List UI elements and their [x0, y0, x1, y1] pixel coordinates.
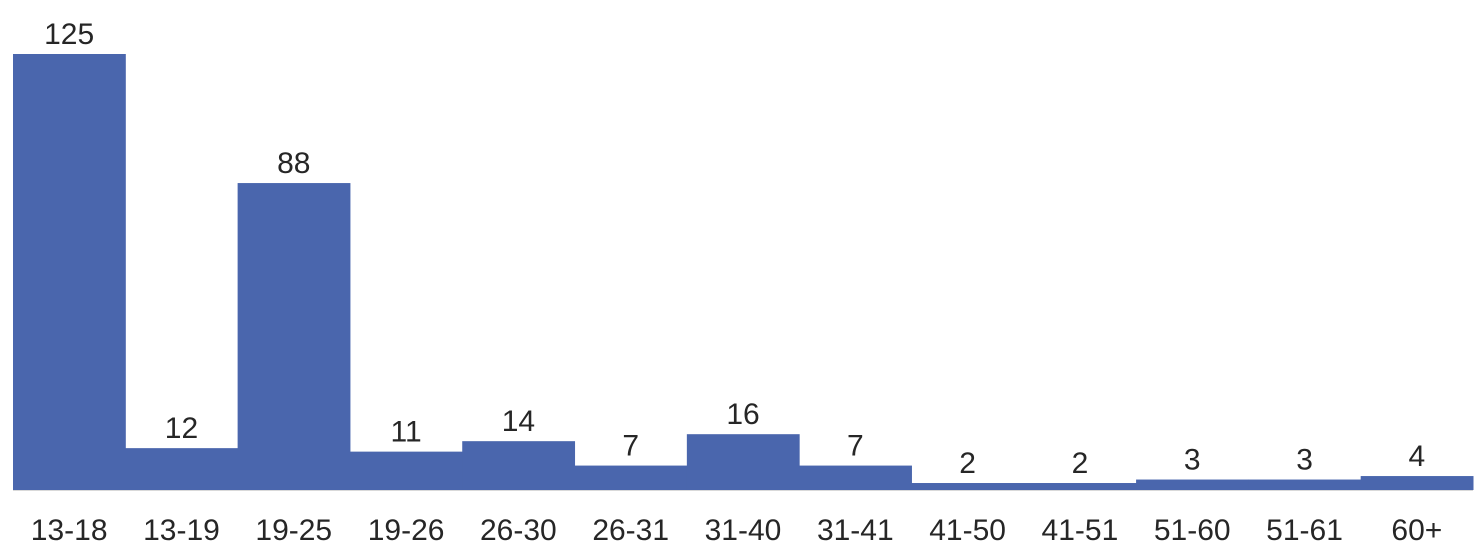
data-label-60+: 4: [1409, 440, 1426, 473]
bar-41-51: [1023, 483, 1137, 490]
data-label-19-26: 11: [391, 416, 422, 449]
x-tick-labels-group: 13-18 13-19 19-25 19-26 26-30 26-31 31-40 31-41…: [31, 514, 1443, 547]
bar-31-41: [799, 465, 912, 490]
bar-19-25: [237, 183, 351, 490]
data-label-41-51: 2: [1072, 447, 1089, 480]
x-tick-label-19-25: 19-25: [255, 514, 332, 547]
bar-51-60: [1136, 479, 1249, 490]
x-tick-label-60+: 60+: [1391, 514, 1442, 547]
data-label-13-18: 125: [44, 18, 94, 51]
x-tick-label-41-51: 41-51: [1042, 514, 1119, 547]
x-tick-label-13-19: 13-19: [143, 514, 220, 547]
bar-41-50: [911, 483, 1025, 490]
bar-60+: [1360, 476, 1474, 490]
data-label-26-31: 7: [622, 430, 639, 463]
x-tick-label-13-18: 13-18: [31, 514, 108, 547]
bar-31-40: [686, 434, 800, 490]
x-tick-label-31-41: 31-41: [817, 514, 894, 547]
data-label-26-30: 14: [502, 405, 535, 438]
bar-19-26: [349, 451, 463, 490]
x-tick-label-26-31: 26-31: [592, 514, 669, 547]
bar-13-19: [125, 448, 239, 490]
bar-26-31: [574, 465, 688, 490]
data-label-13-19: 12: [165, 412, 198, 445]
x-tick-label-19-26: 19-26: [368, 514, 445, 547]
x-tick-label-51-60: 51-60: [1154, 514, 1231, 547]
x-tick-label-51-61: 51-61: [1266, 514, 1343, 547]
bar-13-18: [13, 54, 126, 490]
data-label-31-40: 16: [726, 398, 759, 431]
data-label-19-25: 88: [277, 147, 310, 180]
x-tick-label-26-30: 26-30: [480, 514, 557, 547]
x-tick-label-41-50: 41-50: [929, 514, 1006, 547]
x-tick-label-31-40: 31-40: [705, 514, 782, 547]
bar-51-61: [1248, 479, 1362, 490]
data-label-51-60: 3: [1184, 444, 1201, 477]
bars-group: [13, 54, 1474, 490]
data-label-41-50: 2: [959, 447, 976, 480]
data-label-31-41: 7: [847, 430, 864, 463]
data-label-51-61: 3: [1296, 444, 1313, 477]
data-labels-group: 125 12 88 11 14 7 16 7 2 2 3 3 4: [44, 18, 1425, 480]
bar-26-30: [462, 441, 576, 490]
